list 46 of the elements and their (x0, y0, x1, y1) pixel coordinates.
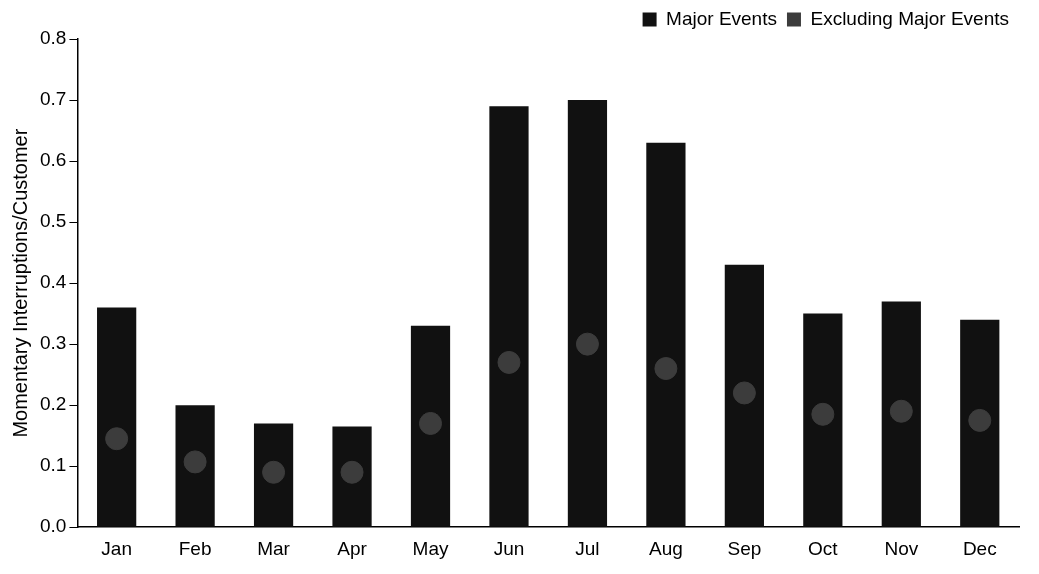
bar (803, 313, 843, 527)
bar (410, 325, 451, 527)
x-tick-label: Oct (808, 537, 839, 559)
x-tick-label: Aug (649, 537, 683, 559)
y-tick-label: 0.2 (39, 393, 67, 415)
x-tick-label: Dec (962, 537, 997, 559)
bar (175, 405, 215, 527)
point (497, 350, 521, 374)
x-tick-label: Jul (575, 537, 600, 559)
x-tick-label: Sep (727, 537, 762, 559)
bar (960, 319, 1000, 527)
point (419, 411, 443, 435)
y-tick-label: 0.7 (39, 88, 67, 110)
point (654, 357, 678, 381)
point (732, 381, 756, 405)
point (811, 402, 835, 426)
y-tick-label: 0.5 (39, 210, 67, 232)
bar (489, 106, 529, 527)
x-tick-label: Jan (101, 537, 132, 559)
bar (724, 264, 764, 527)
y-tick-label: 0.0 (39, 515, 67, 537)
y-tick-label: 0.6 (39, 149, 67, 171)
y-tick-label: 0.8 (39, 27, 67, 49)
point (889, 399, 913, 423)
bar (881, 301, 921, 527)
bar (646, 142, 686, 527)
y-tick-label: 0.3 (39, 332, 67, 354)
x-tick-label: Mar (257, 537, 291, 559)
point (105, 427, 129, 451)
x-tick-label: Jun (493, 537, 525, 559)
point (340, 460, 364, 484)
x-tick-label: Apr (337, 537, 368, 559)
x-tick-label: May (412, 537, 449, 559)
y-axis-title: Momentary Interruptions/Customer (8, 128, 31, 438)
x-tick-label: Feb (178, 537, 212, 559)
point (575, 332, 599, 356)
point (968, 408, 992, 432)
y-tick-label: 0.4 (39, 271, 67, 293)
point (183, 450, 207, 474)
legend-label: Excluding Major Events (810, 7, 1010, 29)
legend-label: Major Events (666, 7, 777, 29)
bar (567, 100, 608, 527)
point (262, 460, 286, 484)
x-tick-label: Nov (884, 537, 919, 559)
y-tick-label: 0.1 (39, 454, 67, 476)
bar (97, 307, 137, 527)
